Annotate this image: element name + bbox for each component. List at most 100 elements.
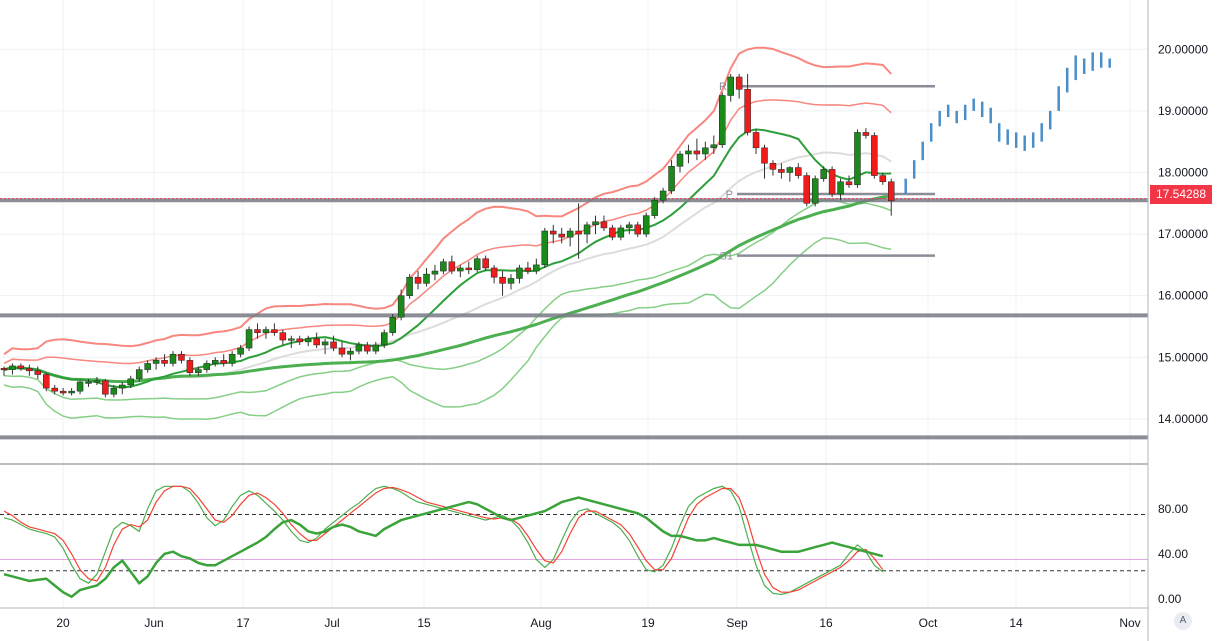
candle-body xyxy=(685,150,692,155)
candle-body xyxy=(676,153,684,167)
time-tick-label: Nov xyxy=(1119,616,1140,630)
candle-body xyxy=(262,329,270,333)
candle-body xyxy=(558,233,565,238)
candle-body xyxy=(381,332,388,346)
time-tick-label: Aug xyxy=(530,616,551,630)
time-tick-label: 19 xyxy=(641,616,655,630)
candle-body xyxy=(710,144,718,149)
candle-body xyxy=(533,264,540,272)
price-tick-label: 19.00000 xyxy=(1158,104,1208,118)
candle-body xyxy=(626,224,633,229)
candle-body xyxy=(499,276,506,284)
candle-body xyxy=(254,329,261,333)
candle-body xyxy=(51,387,58,392)
candle-body xyxy=(245,329,253,349)
candle-body xyxy=(583,224,591,235)
candle-body xyxy=(119,384,126,389)
candle-body xyxy=(786,167,794,173)
grid-lines xyxy=(0,0,1148,608)
oscillator-tick-label: 40.00 xyxy=(1158,547,1188,561)
price-tick-label: 14.00000 xyxy=(1158,412,1208,426)
candle-body xyxy=(355,344,363,352)
candle-body xyxy=(541,230,549,266)
candle-body xyxy=(195,369,202,373)
candle-body xyxy=(397,295,405,318)
projection-bars xyxy=(904,52,1111,195)
candle-body xyxy=(845,181,853,186)
price-tick-label: 20.00000 xyxy=(1158,42,1208,56)
candle-body xyxy=(271,329,278,333)
candle-body xyxy=(347,350,354,355)
candle-body xyxy=(212,360,219,364)
candle-body xyxy=(566,230,574,238)
candle-body xyxy=(423,273,430,284)
candle-body xyxy=(313,338,320,346)
candle-body xyxy=(178,353,185,361)
time-tick-label: 15 xyxy=(417,616,431,630)
candle-body xyxy=(482,258,489,269)
candle-body xyxy=(228,353,236,364)
candle-body xyxy=(828,169,836,195)
time-tick-label: 14 xyxy=(1009,616,1023,630)
candle-body xyxy=(600,221,608,229)
candle-body xyxy=(389,316,396,333)
candle-body xyxy=(414,276,422,284)
candle-body xyxy=(761,147,768,164)
candle-body xyxy=(617,227,625,238)
candle-body xyxy=(837,181,844,195)
candle-body xyxy=(364,344,371,352)
candle-body xyxy=(693,150,701,155)
candle-body xyxy=(524,267,532,272)
candle-body xyxy=(296,338,303,343)
auto-scale-button[interactable]: A xyxy=(1174,612,1192,630)
time-tick-label: Oct xyxy=(919,616,938,630)
candle-body xyxy=(811,178,819,204)
candle-body xyxy=(127,378,134,386)
last-price-badge: 17.54288 xyxy=(1150,185,1212,204)
candle-body xyxy=(34,370,42,375)
candle-body xyxy=(795,167,802,176)
candle-body xyxy=(279,332,287,341)
candle-body xyxy=(406,276,413,296)
candle-body xyxy=(854,132,861,186)
candle-body xyxy=(102,380,109,395)
candle-body xyxy=(888,181,895,202)
candle-body xyxy=(330,341,337,349)
candle-body xyxy=(820,169,827,179)
candle-body xyxy=(879,175,887,182)
candle-body xyxy=(93,380,101,383)
lower-band-inner-line xyxy=(3,199,892,401)
oscillator-tick-label: 80.00 xyxy=(1158,502,1188,516)
candle-body xyxy=(0,368,8,371)
candle-body xyxy=(634,224,641,235)
candle-body xyxy=(17,365,25,369)
candle-body xyxy=(68,390,75,394)
candle-body xyxy=(110,387,118,395)
price-tick-label: 16.00000 xyxy=(1158,289,1208,303)
slow-average-line xyxy=(3,194,892,384)
candle-body xyxy=(659,190,667,201)
candle-body xyxy=(59,390,67,394)
candle-body xyxy=(735,76,743,90)
candle-body xyxy=(727,76,734,96)
candle-body xyxy=(778,169,785,173)
oscillator-d-line xyxy=(3,485,884,593)
candle-body xyxy=(744,89,751,133)
candle-body xyxy=(321,341,329,346)
oscillator-pane: 80.00 40.00 0.00 xyxy=(0,485,1188,606)
upper-band-outer-line xyxy=(3,46,892,356)
oscillator-trend-line xyxy=(3,496,884,599)
candle-body xyxy=(651,199,658,216)
candle-body xyxy=(169,353,177,364)
candle-body xyxy=(719,95,726,146)
price-candles xyxy=(0,73,895,398)
upper-band-inner-line xyxy=(3,99,892,365)
time-tick-label: 20 xyxy=(56,616,70,630)
fast-average-line xyxy=(3,128,892,389)
candle-body xyxy=(516,267,523,279)
candle-body xyxy=(9,365,16,370)
